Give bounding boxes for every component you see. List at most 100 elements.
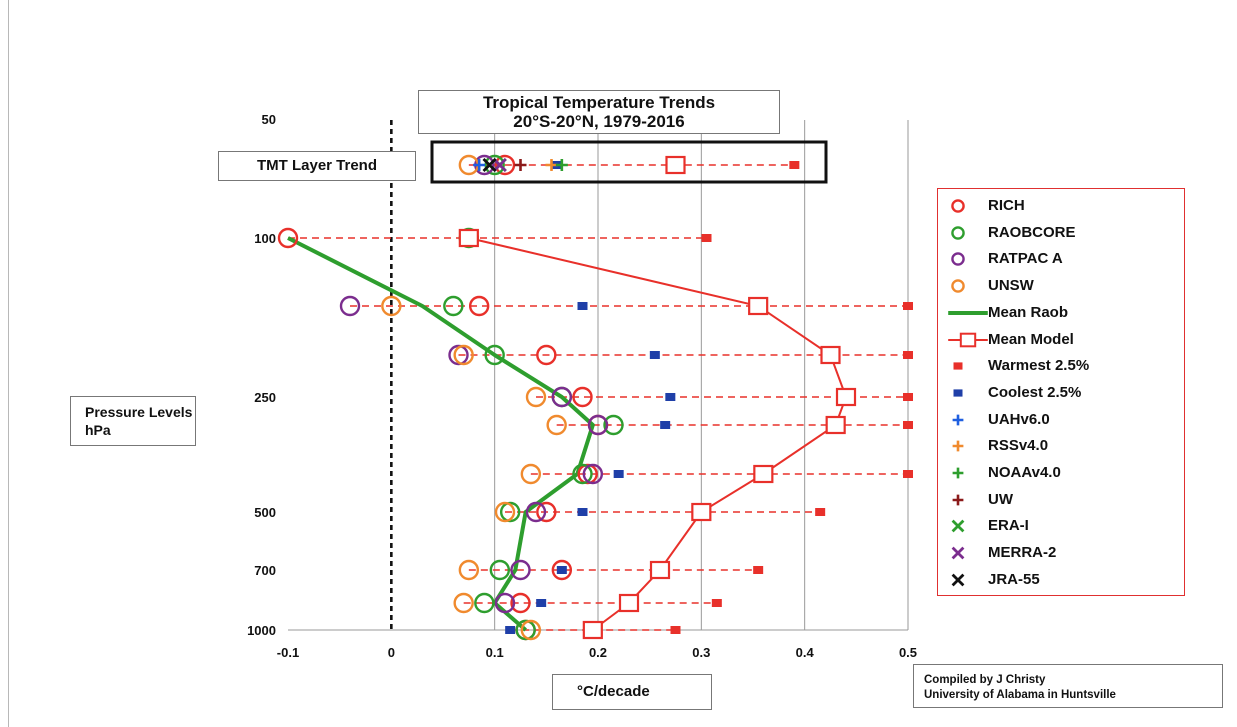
legend-label-raobcore: RAOBCORE [988, 223, 1076, 241]
y-tick-label-4: 700 [254, 563, 276, 578]
unsw-point-200 [453, 344, 474, 366]
warmest-2-5--point-150 [903, 302, 913, 310]
legend-marker-ratpac-a [951, 252, 965, 267]
ratpac-a-point-400 [582, 463, 604, 485]
y-tick-label-5: 1000 [247, 623, 276, 638]
legend-item-raobcore: RAOBCORE [938, 220, 1184, 246]
unsw-point-150 [381, 295, 402, 317]
x-tick-label-5: 0.4 [796, 645, 815, 660]
x-tick-label-1: 0 [388, 645, 395, 660]
legend-item-uw: UW [938, 487, 1184, 513]
x-tick-label-4: 0.3 [692, 645, 710, 660]
rich-point-400 [577, 463, 598, 485]
legend-symbol-uw [952, 494, 964, 506]
legend-marker-uahv6-0 [952, 414, 964, 425]
tmt-merra-2-mark [492, 158, 507, 172]
legend-item-era-i: ERA-I [938, 513, 1184, 539]
legend-item-unsw: UNSW [938, 273, 1184, 299]
unsw-point-850 [453, 592, 474, 614]
mean-model-point-850 [618, 593, 640, 613]
y-tick-label-2: 250 [254, 390, 276, 405]
y-tick-labels: 50 100 250 500 700 1000 [247, 112, 276, 638]
ratpac-a-point-300 [587, 414, 609, 436]
coolest-2-5--point-200 [649, 351, 660, 359]
mean-model-point-150 [748, 296, 769, 316]
raobcore-point-400 [572, 463, 593, 485]
raobcore-point-200 [484, 344, 505, 366]
chart-subtitle: 20°S-20°N, 1979-2016 [513, 112, 685, 131]
legend-label-mean-model: Mean Model [988, 330, 1074, 348]
warmest-2-5--point-250 [903, 393, 913, 401]
legend-marker-coolest-2-5- [953, 389, 963, 397]
x-tick-label-0: -0.1 [277, 645, 299, 660]
data-marks [277, 227, 913, 641]
mean-model-point-400 [753, 464, 774, 484]
legend-symbol-era-i [951, 520, 965, 533]
coolest-2-5--point-1000 [505, 626, 516, 634]
legend-item-ratpac-a: RATPAC A [938, 246, 1184, 272]
legend-marker-unsw [951, 279, 965, 293]
legend-symbol-mean-model [948, 332, 988, 347]
rich-point-850 [510, 592, 531, 614]
coolest-2-5--point-250 [665, 393, 676, 401]
grid-lines [288, 120, 909, 631]
coolest-2-5--point-850 [536, 599, 547, 607]
raobcore-point-150 [443, 295, 464, 317]
mean-model-point-700 [649, 560, 671, 580]
warmest-2-5--point-850 [711, 599, 722, 607]
warmest-2-5--point-200 [903, 351, 913, 359]
rich-point-100 [277, 227, 299, 249]
series-lines [287, 236, 848, 632]
legend-item-mean-raob: Mean Raob [938, 300, 1184, 326]
warmest-2-5--point-1000 [670, 626, 681, 634]
coolest-2-5--point-150 [577, 302, 588, 310]
legend-label-noaav4-0: NOAAv4.0 [988, 464, 1061, 481]
legend-label-unsw: UNSW [988, 277, 1034, 295]
coolest-2-5--point-400 [613, 470, 624, 478]
rich-point-250 [572, 386, 593, 408]
y-tick-label-1: 100 [254, 231, 276, 246]
tmt-raobcore-mark [484, 154, 505, 176]
legend-symbol-uahv6-0 [952, 414, 964, 425]
mean-raob-line [287, 236, 595, 632]
legend-item-warmest-2-5-: Warmest 2.5% [938, 353, 1184, 379]
rich-point-500 [536, 501, 557, 523]
legend-item-jra-55: JRA-55 [938, 567, 1184, 593]
coolest-2-5--point-700 [556, 566, 567, 574]
legend-marker-jra-55 [951, 573, 965, 587]
ratpac-a-point-700 [510, 559, 531, 581]
y-axis-label-box: Pressure Levels hPa [70, 396, 196, 446]
unsw-point-700 [458, 559, 480, 581]
warmest-2-5--point-300 [903, 421, 913, 429]
legend-item-merra-2: MERRA-2 [938, 540, 1184, 566]
unsw-point-250 [525, 386, 547, 408]
tmt-layer-box [430, 140, 828, 184]
legend-symbol-rssv4-0 [952, 440, 964, 452]
x-tick-label-3: 0.2 [589, 645, 607, 660]
warmest-2-5--point-100 [701, 234, 712, 242]
tmt-layer-label: TMT Layer Trend [218, 151, 416, 181]
ratpac-a-point-850 [494, 592, 516, 614]
legend-item-coolest-2-5-: Coolest 2.5% [938, 380, 1184, 406]
legend-symbol-jra-55 [951, 573, 965, 587]
legend-symbol-merra-2 [951, 546, 965, 560]
legend-symbol-warmest-2-5- [953, 362, 963, 370]
legend-label-ratpac-a: RATPAC A [988, 250, 1063, 268]
page-border-line [8, 0, 9, 727]
credit-box: Compiled by J Christy University of Alab… [913, 664, 1223, 708]
ratpac-a-point-200 [448, 344, 469, 366]
legend-label-uahv6-0: UAHv6.0 [988, 410, 1050, 428]
tmt-jra-55-mark [482, 158, 497, 172]
tmt-rssv4-0-mark [545, 159, 558, 171]
legend-marker-rssv4-0 [952, 440, 964, 452]
legend-symbol-rich [951, 199, 965, 213]
legend-item-rssv4-0: RSSv4.0 [938, 433, 1184, 459]
coolest-2-5--point-500 [577, 508, 588, 516]
y-tick-label-0: 50 [262, 112, 276, 127]
raobcore-point-500 [499, 501, 521, 523]
mean-model-point-250 [835, 387, 857, 407]
credit-line-1: Compiled by J Christy [924, 674, 1046, 686]
legend-item-uahv6-0: UAHv6.0 [938, 407, 1184, 433]
mean-model-line [468, 237, 848, 631]
